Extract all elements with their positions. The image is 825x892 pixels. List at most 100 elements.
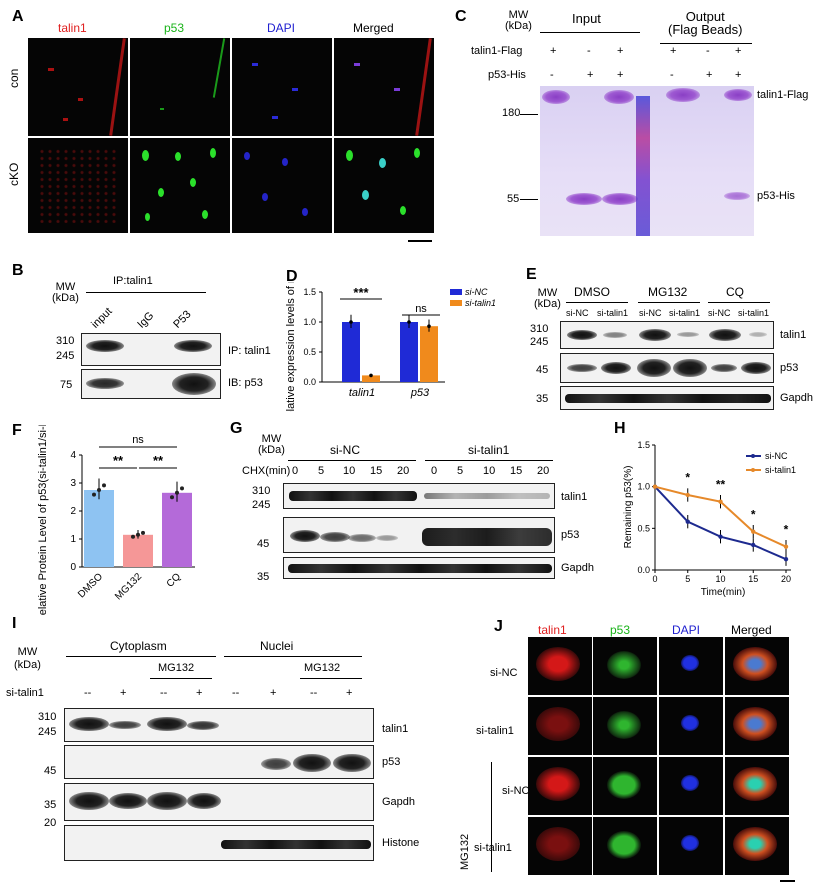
f-bar-DMSO	[84, 490, 114, 567]
j-row-si-nc-1: si-NC	[490, 667, 518, 679]
d-sig-p53: ns	[415, 303, 427, 315]
g-group-si-nc: si-NC	[330, 443, 360, 457]
f-point	[131, 534, 135, 539]
mw-label-e: MW (kDa)	[534, 287, 561, 310]
j-row-si-talin1-1: si-talin1	[476, 725, 514, 737]
channel-label-merged: Merged	[353, 21, 394, 35]
blot-b-p53	[81, 369, 221, 399]
panel-label-g: G	[230, 420, 243, 437]
panel-label-a: A	[12, 8, 24, 25]
f-cat-DMSO: DMSO	[76, 571, 105, 600]
h-xlabel: Time(min)	[701, 587, 746, 598]
marker: 45	[257, 538, 270, 550]
h-legend-si-nc: si-NC	[765, 451, 788, 461]
j-micrograph-r2-p53	[593, 697, 657, 755]
sign: +	[735, 45, 742, 57]
j-micrograph-r1-talin1	[528, 637, 592, 695]
blot-i-gapdh	[64, 783, 374, 821]
blot-g-talin1	[283, 483, 555, 509]
sign: +	[670, 45, 677, 57]
g-chx-label: CHX(min)	[242, 465, 291, 477]
row-label-talin1-flag: talin1-Flag	[471, 45, 523, 57]
j-micrograph-r1-Merged	[725, 637, 789, 695]
e-lane: si-talin1	[738, 308, 770, 318]
g-blot-label-talin1: talin1	[561, 491, 588, 503]
f-ytick-label: 0	[70, 562, 76, 573]
j-micrograph-r4-talin1	[528, 817, 592, 875]
d-legend-si-nc: si-NC	[465, 287, 488, 297]
blot-label-ip-talin1: IP: talin1	[228, 345, 271, 357]
marker: 35	[44, 799, 57, 811]
coomassie-gel	[540, 86, 754, 236]
f-ytick-label: 4	[70, 450, 76, 461]
h-point-si-NC	[751, 542, 756, 548]
f-point	[141, 530, 145, 535]
marker: 310	[252, 485, 271, 497]
micrograph-cko-p53	[130, 138, 230, 233]
h-point-si-NC	[718, 534, 723, 539]
micrograph-cko-dapi	[232, 138, 332, 233]
i-sign: +	[346, 687, 353, 699]
d-bar-si-NC-p53	[400, 322, 418, 382]
chart-h: Remaining p53(%) Time(min) 0.0 0.5 1.0 1.5 0…	[623, 440, 796, 598]
sign: +	[550, 45, 557, 57]
f-cat-MG132: MG132	[113, 571, 144, 602]
f-sig-2: **	[153, 453, 164, 468]
panel-label-i: I	[12, 615, 17, 632]
marker: 245	[56, 350, 75, 362]
i-mg132-cyto: MG132	[158, 662, 195, 674]
blot-e-talin1	[560, 321, 774, 349]
marker: 35	[536, 393, 549, 405]
h-point-si-talin1	[783, 544, 789, 549]
marker: 310	[56, 335, 75, 347]
e-lane: si-NC	[708, 308, 731, 318]
mw-label-g: MW (kDa)	[258, 433, 285, 456]
g-time-label: 15	[510, 465, 523, 477]
f-point	[102, 483, 106, 488]
i-group-cytoplasm: Cytoplasm	[110, 639, 167, 653]
j-micrograph-r2-DAPI	[659, 697, 723, 755]
mw-label-b: MW (kDa)	[52, 281, 79, 304]
panel-label-j: J	[494, 618, 503, 635]
e-lane: si-talin1	[597, 308, 629, 318]
e-group-dmso: DMSO	[574, 285, 610, 299]
g-time-label: 20	[397, 465, 410, 477]
blot-g-p53	[283, 517, 555, 553]
mw-label-i: MW (kDa)	[14, 646, 41, 672]
chart-f: Relative Protein Level of p53(si-talin1/…	[37, 425, 195, 615]
f-bar-MG132	[123, 534, 153, 567]
i-sign: +	[120, 687, 127, 699]
h-point-si-talin1	[718, 499, 723, 504]
i-sign: --	[232, 687, 240, 699]
j-micrograph-r2-Merged	[725, 697, 789, 755]
d-ylabel: Relative expression levels of mRNA	[285, 282, 297, 412]
channel-label-dapi: DAPI	[267, 21, 296, 35]
panel-label-b: B	[12, 262, 24, 279]
d-cat-talin1: talin1	[349, 387, 375, 399]
input-title: Input	[572, 11, 601, 26]
j-micrograph-r4-p53	[593, 817, 657, 875]
panel-label-c: C	[455, 8, 467, 25]
band-label-p53-his: p53-His	[757, 190, 795, 202]
f-sig-ns: ns	[132, 434, 144, 446]
f-point	[170, 495, 174, 500]
j-micrograph-r1-p53	[593, 637, 657, 695]
f-ylabel: Relative Protein Level of p53(si-talin1/…	[37, 425, 49, 615]
lane-igg: IgG	[135, 309, 157, 331]
panel-label-h: H	[614, 420, 626, 437]
h-ytick-label: 0.5	[637, 523, 650, 533]
j-channel-talin1: talin1	[538, 623, 567, 637]
micrograph-con-p53	[130, 38, 230, 136]
e-lane: si-talin1	[669, 308, 701, 318]
f-point	[136, 532, 140, 537]
marker-55: 55	[507, 193, 520, 205]
h-point-si-NC	[783, 556, 789, 562]
panel-label-e: E	[526, 266, 537, 283]
i-sign: --	[84, 687, 92, 699]
channel-label-p53: p53	[164, 21, 185, 35]
f-point	[175, 490, 179, 495]
blot-i-p53	[64, 745, 374, 779]
f-point	[97, 488, 101, 492]
blot-label-ib-p53: IB: p53	[228, 377, 263, 389]
marker: 20	[44, 817, 57, 829]
